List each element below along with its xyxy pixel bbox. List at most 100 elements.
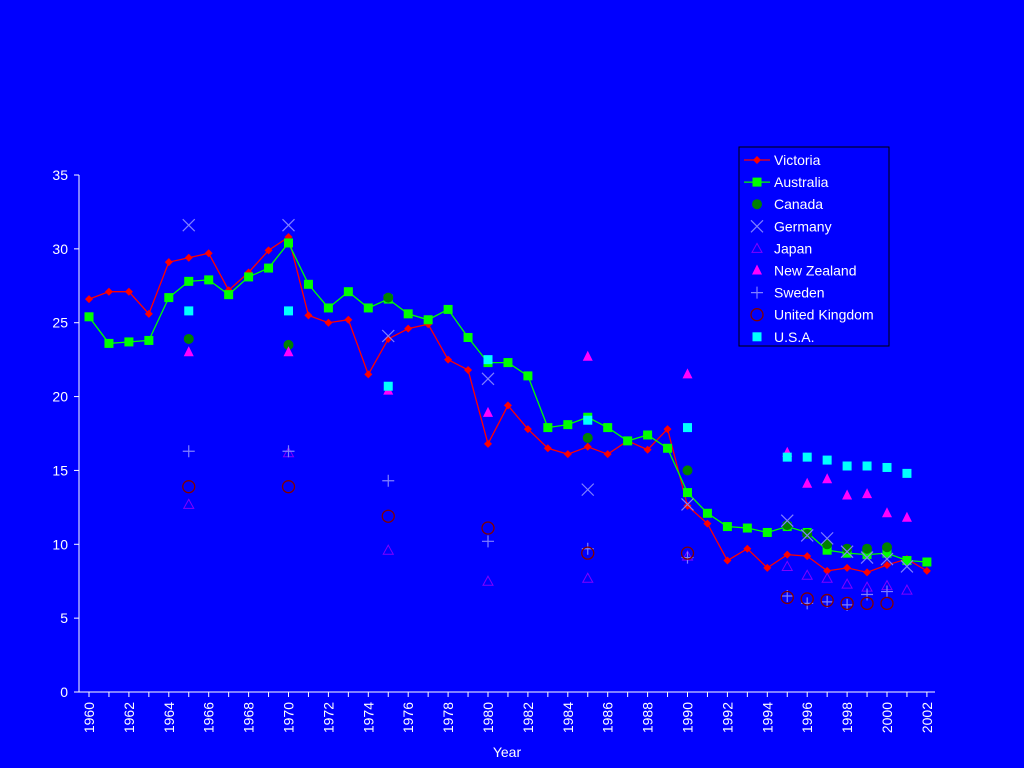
data-point-germany — [581, 483, 595, 497]
x-tick-label: 1992 — [719, 702, 735, 733]
data-point-new-zealand — [183, 346, 194, 357]
data-point-japan — [821, 572, 833, 583]
data-point-victoria — [843, 563, 852, 572]
data-point-australia — [702, 508, 712, 518]
data-point-u-s-a — [862, 461, 872, 471]
legend-item-victoria: Victoria — [744, 152, 821, 168]
data-point-new-zealand — [842, 489, 853, 500]
data-point-australia — [224, 290, 234, 300]
x-tick-label: 1974 — [360, 702, 376, 733]
y-tick-label: 10 — [52, 536, 68, 552]
data-point-victoria — [144, 309, 153, 318]
data-point-u-s-a — [842, 461, 852, 471]
y-tick-label: 20 — [52, 389, 68, 405]
legend-marker-sweden — [751, 286, 763, 299]
data-point-australia — [503, 358, 513, 368]
legend-marker-u-s-a — [752, 332, 762, 342]
data-point-victoria — [823, 566, 832, 575]
series-points-japan — [182, 446, 913, 595]
data-point-germany — [282, 218, 295, 232]
x-tick-label: 1984 — [560, 702, 576, 733]
data-point-u-s-a — [822, 455, 832, 465]
data-point-new-zealand — [802, 477, 813, 488]
data-point-germany — [880, 552, 894, 566]
data-point-japan — [801, 569, 814, 580]
x-tick-label: 1994 — [759, 702, 775, 733]
legend-marker-canada — [752, 199, 762, 210]
data-point-new-zealand — [901, 511, 912, 522]
data-point-canada — [682, 465, 693, 476]
data-point-australia — [663, 443, 673, 453]
data-point-germany — [900, 560, 914, 573]
y-tick-label: 25 — [52, 315, 68, 331]
data-point-new-zealand — [682, 368, 693, 379]
data-point-united-kingdom — [800, 592, 814, 606]
y-tick-label: 0 — [60, 684, 68, 700]
legend-label-australia: Australia — [774, 174, 829, 190]
data-point-victoria — [543, 444, 552, 453]
data-point-canada — [862, 543, 873, 554]
series-points-united-kingdom — [182, 480, 894, 611]
legend-item-new-zealand: New Zealand — [752, 263, 857, 279]
x-tick-label: 1964 — [161, 702, 177, 733]
legend-label-sweden: Sweden — [774, 285, 825, 301]
data-point-australia — [523, 371, 533, 381]
data-point-victoria — [883, 560, 891, 569]
data-point-canada — [582, 432, 593, 443]
data-point-japan — [781, 560, 794, 571]
x-tick-label: 2002 — [919, 702, 935, 733]
data-point-australia — [303, 279, 313, 289]
data-point-australia — [84, 312, 94, 322]
data-point-australia — [144, 335, 154, 345]
data-point-australia — [323, 303, 333, 313]
data-point-victoria — [444, 355, 453, 364]
data-point-australia — [284, 238, 293, 248]
data-point-u-s-a — [782, 452, 792, 462]
y-tick-label: 15 — [52, 462, 68, 478]
data-point-australia — [603, 423, 613, 433]
data-point-victoria — [85, 295, 93, 304]
data-point-sweden — [881, 585, 893, 598]
data-point-victoria — [344, 315, 353, 324]
data-point-victoria — [404, 324, 413, 333]
data-point-united-kingdom — [780, 590, 794, 605]
legend-item-sweden: Sweden — [751, 285, 825, 301]
data-point-new-zealand — [862, 488, 873, 499]
data-point-germany — [860, 551, 874, 565]
data-point-victoria — [384, 334, 393, 343]
x-tick-label: 1972 — [320, 702, 336, 733]
data-point-united-kingdom — [840, 596, 854, 611]
data-point-victoria — [922, 566, 931, 575]
data-point-sweden — [861, 588, 874, 601]
data-point-japan — [581, 572, 594, 583]
series-points-u-s-a — [184, 306, 912, 478]
data-point-australia — [204, 275, 214, 285]
data-point-canada — [802, 528, 813, 539]
legend-item-canada: Canada — [752, 196, 823, 212]
data-point-victoria — [464, 365, 473, 374]
data-point-new-zealand — [822, 473, 833, 484]
data-point-australia — [882, 548, 892, 558]
x-tick-label: 1982 — [520, 702, 536, 733]
data-point-australia — [623, 436, 633, 446]
data-point-united-kingdom — [281, 480, 296, 494]
y-tick-label: 30 — [52, 241, 68, 257]
axes: 0 5 10 15 20 25 30 35 1960 1962 1964 1966 1968 1970 19… — [52, 167, 935, 733]
legend-label-japan: Japan — [774, 240, 812, 256]
legend: Victoria Australia Canada Germany Japan New Z… — [738, 146, 890, 347]
data-point-germany — [780, 514, 794, 528]
data-point-new-zealand — [882, 507, 892, 518]
x-tick-label: 1966 — [201, 702, 217, 733]
x-tick-label: 1960 — [81, 702, 97, 733]
data-point-australia — [762, 527, 772, 537]
data-point-japan — [482, 575, 494, 586]
data-point-victoria — [523, 425, 532, 434]
legend-marker-united-kingdom — [750, 308, 764, 322]
legend-label-new-zealand: New Zealand — [774, 263, 857, 279]
data-point-australia — [862, 550, 872, 560]
data-point-japan — [182, 498, 195, 509]
x-tick-label: 1990 — [680, 702, 696, 733]
data-point-victoria — [563, 450, 572, 459]
data-point-australia — [643, 430, 653, 440]
data-point-victoria — [763, 563, 772, 572]
